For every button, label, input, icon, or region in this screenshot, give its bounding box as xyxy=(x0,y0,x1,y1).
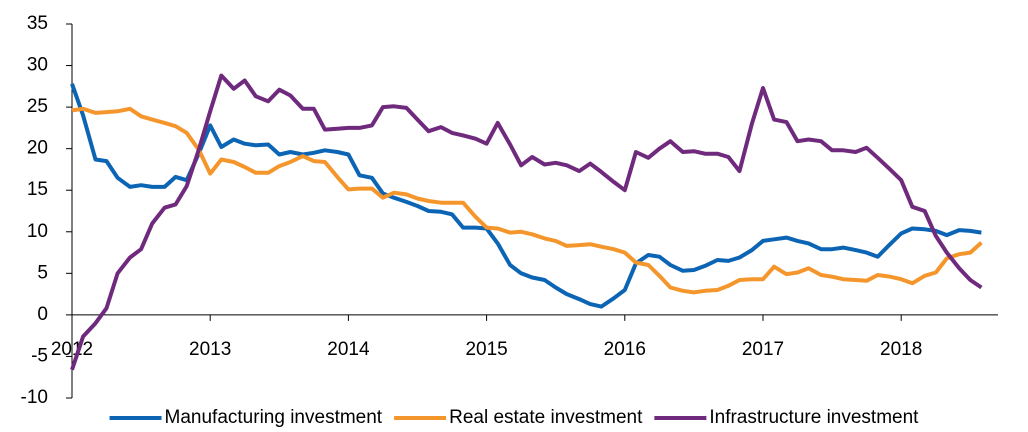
line-series xyxy=(70,83,982,309)
y-tick-label: 20 xyxy=(27,138,48,159)
y-tick-label: 25 xyxy=(27,96,48,117)
line-series xyxy=(71,106,983,295)
y-tick-label: 10 xyxy=(27,221,48,242)
y-tick-label: 30 xyxy=(27,55,48,76)
y-tick-label: 15 xyxy=(27,179,48,200)
x-tick-label: 2015 xyxy=(465,339,507,360)
line-series xyxy=(70,73,983,371)
x-tick-label: 2016 xyxy=(604,339,646,360)
x-tick-label: 2018 xyxy=(880,339,922,360)
x-tick-label: 2012 xyxy=(51,339,93,360)
y-tick-label: -5 xyxy=(31,345,48,366)
y-tick-label: 5 xyxy=(37,262,48,283)
x-tick-label: 2014 xyxy=(327,339,370,360)
y-tick-label: 0 xyxy=(37,304,48,325)
x-tick-label: 2017 xyxy=(742,339,784,360)
y-tick-label: -10 xyxy=(21,387,48,408)
legend-label: Manufacturing investment xyxy=(165,407,383,428)
y-tick-label: 35 xyxy=(27,13,48,34)
legend-label: Infrastructure investment xyxy=(709,407,919,428)
legend-label: Real estate investment xyxy=(449,407,643,428)
x-tick-label: 2013 xyxy=(189,339,231,360)
